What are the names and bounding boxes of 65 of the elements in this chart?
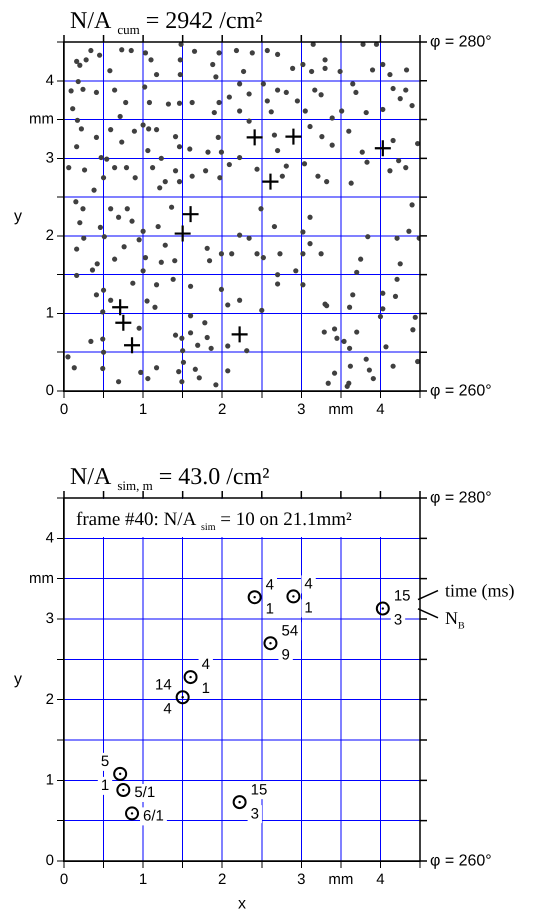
y-tick-label: 1 (46, 304, 54, 322)
chart-title: N/A cum = 2942 /cm² (70, 8, 262, 37)
data-label: 4 1 (304, 576, 313, 617)
data-label: 4 1 (266, 576, 274, 618)
text: φ = 260° (430, 382, 492, 400)
data-label: 5 1 (100, 753, 110, 794)
x-tick-label: 0 (60, 871, 68, 888)
y-tick-label: mm (28, 570, 54, 587)
y-tick-label: 4 (46, 529, 54, 546)
text: φ = 280° (430, 33, 492, 50)
point (263, 636, 278, 650)
x-tick-label: 0 (60, 401, 68, 418)
point (374, 139, 392, 158)
y-tick-label: 0 (46, 852, 54, 870)
point (174, 224, 192, 243)
x-axis-title: x (238, 895, 246, 912)
point (261, 172, 280, 191)
y-axis-title: y (14, 208, 22, 225)
x-tick-label: 4 (376, 401, 385, 418)
y-tick-label: mm (28, 110, 54, 128)
x-tick-label: 3 (297, 401, 306, 418)
text: φ = 260° (430, 852, 492, 870)
x-tick-label: mm (328, 401, 354, 418)
text: time (ms) (445, 580, 514, 601)
data-label: 54 9 (281, 622, 298, 664)
data-label: 6/1 (143, 808, 164, 825)
data-label: 15 3 (250, 781, 268, 822)
data-label: 15 3 (394, 588, 411, 629)
point (230, 325, 249, 344)
point (246, 128, 264, 146)
data-label: 5/1 (134, 784, 156, 802)
point (376, 602, 390, 616)
y-tick-label: 2 (46, 227, 54, 244)
x-tick-label: 2 (218, 871, 226, 888)
y-axis-title: y (14, 670, 22, 688)
point (113, 766, 128, 781)
text: φ = 280° (430, 489, 492, 506)
point (232, 795, 247, 810)
y-tick-label: 2 (46, 690, 54, 708)
point (114, 314, 132, 332)
data-label: 14 4 (154, 676, 172, 718)
point (248, 590, 262, 604)
x-tick-label: 3 (297, 871, 306, 888)
point (116, 783, 130, 798)
point (284, 128, 303, 146)
x-tick-label: mm (328, 871, 354, 888)
point (125, 806, 140, 820)
point (122, 336, 142, 354)
point (176, 690, 190, 704)
y-tick-label: 0 (46, 382, 54, 400)
point (181, 205, 200, 224)
y-tick-label: 3 (46, 149, 54, 166)
text: frame #40: N/A sim = 10 on 21.1mm² (76, 509, 352, 533)
point (184, 670, 198, 684)
x-tick-label: 4 (376, 871, 385, 888)
y-tick-label: 1 (46, 771, 54, 788)
data-label: 4 1 (202, 656, 210, 698)
x-tick-label: 1 (138, 401, 148, 418)
y-tick-label: 3 (46, 610, 54, 628)
point (111, 298, 130, 316)
chart-title: N/A sim, m = 43.0 /cm² (70, 464, 270, 493)
y-tick-label: 4 (46, 72, 54, 89)
x-tick-label: 1 (138, 871, 148, 888)
point (286, 589, 300, 604)
x-tick-label: 2 (218, 401, 226, 418)
